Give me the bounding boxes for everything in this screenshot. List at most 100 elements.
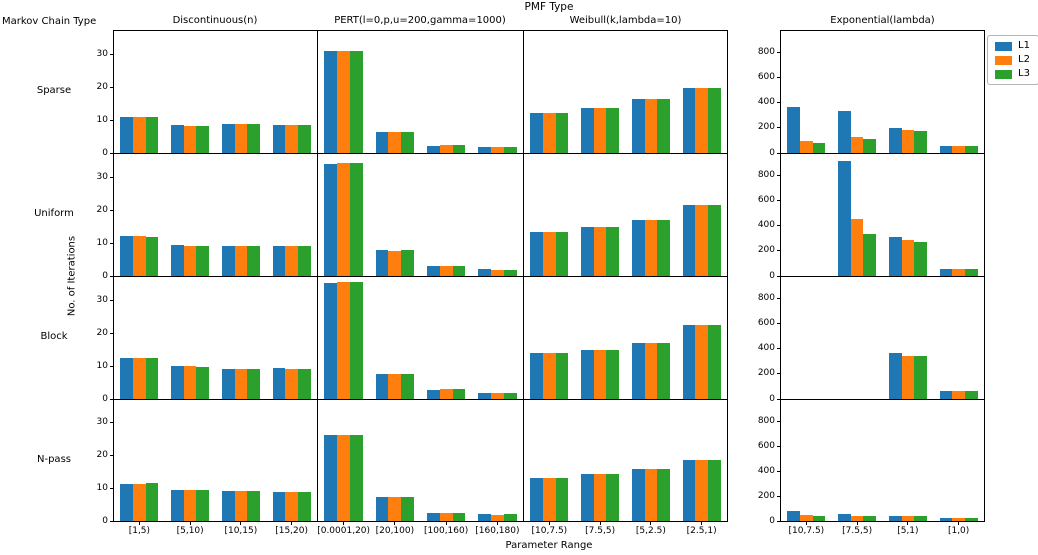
- bar: [593, 349, 607, 399]
- row-label: Block: [40, 330, 68, 342]
- bar: [631, 219, 645, 276]
- bar: [787, 106, 801, 153]
- subplot: [317, 30, 523, 153]
- bar: [581, 474, 594, 521]
- y-tick-mark: [110, 86, 113, 88]
- column-title: Exponential(lambda): [830, 15, 935, 26]
- y-tick-label: 400: [757, 220, 775, 231]
- bar: [490, 269, 504, 276]
- legend-item: L2: [995, 55, 1030, 65]
- y-tick-label: 800: [757, 170, 775, 181]
- x-tick-label: [20,100): [375, 526, 415, 536]
- bar: [221, 246, 235, 276]
- bar: [800, 515, 813, 521]
- bar: [478, 393, 491, 399]
- bar: [952, 517, 965, 521]
- bar: [631, 98, 645, 153]
- bar: [133, 236, 146, 276]
- bar: [914, 241, 927, 276]
- bar: [964, 268, 978, 276]
- column-title: Discontinuous(n): [172, 15, 258, 26]
- bar: [133, 483, 146, 521]
- y-tick-label: 800: [757, 416, 775, 427]
- y-tick-label: 0: [769, 393, 775, 404]
- y-tick-label: 10: [96, 237, 108, 248]
- y-tick-mark: [110, 119, 113, 121]
- x-tick-mark: [650, 522, 652, 525]
- bar: [888, 127, 902, 153]
- bar: [401, 497, 415, 521]
- bar: [682, 205, 696, 276]
- bar: [850, 136, 864, 153]
- y-tick-label: 800: [757, 293, 775, 304]
- y-tick-label: 600: [757, 72, 775, 83]
- bar: [593, 474, 607, 521]
- bar: [324, 164, 338, 276]
- subplot: [0.0001,20) [20,100) [100,160) [160,180): [317, 399, 523, 536]
- bar: [196, 489, 210, 521]
- bar: [888, 353, 902, 399]
- bar: [401, 131, 415, 153]
- bar: [171, 245, 184, 276]
- subplot: 0 10 20 30 [1,5) [5,10) [10,15) [15,20): [97, 399, 317, 536]
- bar: [439, 145, 453, 153]
- bar: [285, 368, 298, 399]
- y-tick-mark: [777, 77, 780, 79]
- bar: [337, 163, 351, 276]
- bar: [452, 512, 466, 521]
- x-tick-label: [7.5,5): [585, 526, 616, 536]
- subplot: 0 200 400 600 800: [758, 30, 985, 158]
- bar: [183, 489, 197, 521]
- bar: [234, 246, 248, 276]
- y-tick-label: 0: [102, 393, 108, 404]
- y-tick-mark: [777, 102, 780, 104]
- bar: [503, 514, 517, 521]
- x-tick-mark: [496, 522, 498, 525]
- x-tick-mark: [343, 522, 345, 525]
- x-tick-label: [1,5): [128, 526, 151, 536]
- bar: [657, 99, 670, 153]
- bar: [171, 489, 184, 521]
- bar: [324, 51, 338, 153]
- legend-label: L3: [1018, 68, 1030, 79]
- bar: [171, 366, 184, 399]
- y-tick-mark: [110, 152, 113, 154]
- bar: [426, 512, 440, 521]
- x-tick-label: [10,7.5): [788, 526, 825, 536]
- bar: [388, 497, 402, 521]
- bar: [555, 477, 569, 521]
- x-axis-label: Parameter Range: [505, 540, 593, 551]
- bar: [272, 245, 286, 276]
- bar: [145, 358, 159, 399]
- legend-item: L3: [995, 69, 1030, 79]
- bar: [388, 374, 402, 399]
- bar: [375, 374, 389, 399]
- x-tick-mark: [394, 522, 396, 525]
- bar: [439, 513, 453, 521]
- bar: [426, 389, 440, 399]
- bar: [707, 88, 721, 153]
- bar: [530, 477, 544, 521]
- bar: [133, 117, 146, 153]
- bar: [196, 366, 210, 399]
- y-tick-label: 0: [769, 515, 775, 526]
- y-tick-label: 200: [757, 245, 775, 256]
- bar: [297, 246, 311, 276]
- legend-swatch-l1: [995, 41, 1012, 51]
- y-tick-mark: [777, 127, 780, 129]
- bar: [888, 237, 902, 276]
- y-tick-mark: [110, 520, 113, 522]
- bar: [272, 491, 286, 521]
- bar: [838, 111, 851, 153]
- bar: [221, 368, 235, 399]
- bar: [952, 391, 965, 399]
- bar: [901, 240, 915, 276]
- subplot: [317, 153, 523, 276]
- y-tick-mark: [110, 487, 113, 489]
- bar: [247, 123, 260, 153]
- x-tick-label: [5,2.5): [635, 526, 666, 536]
- bar: [850, 515, 864, 521]
- bar: [426, 266, 440, 276]
- x-tick-label: [100,160): [424, 526, 469, 536]
- y-tick-mark: [777, 398, 780, 400]
